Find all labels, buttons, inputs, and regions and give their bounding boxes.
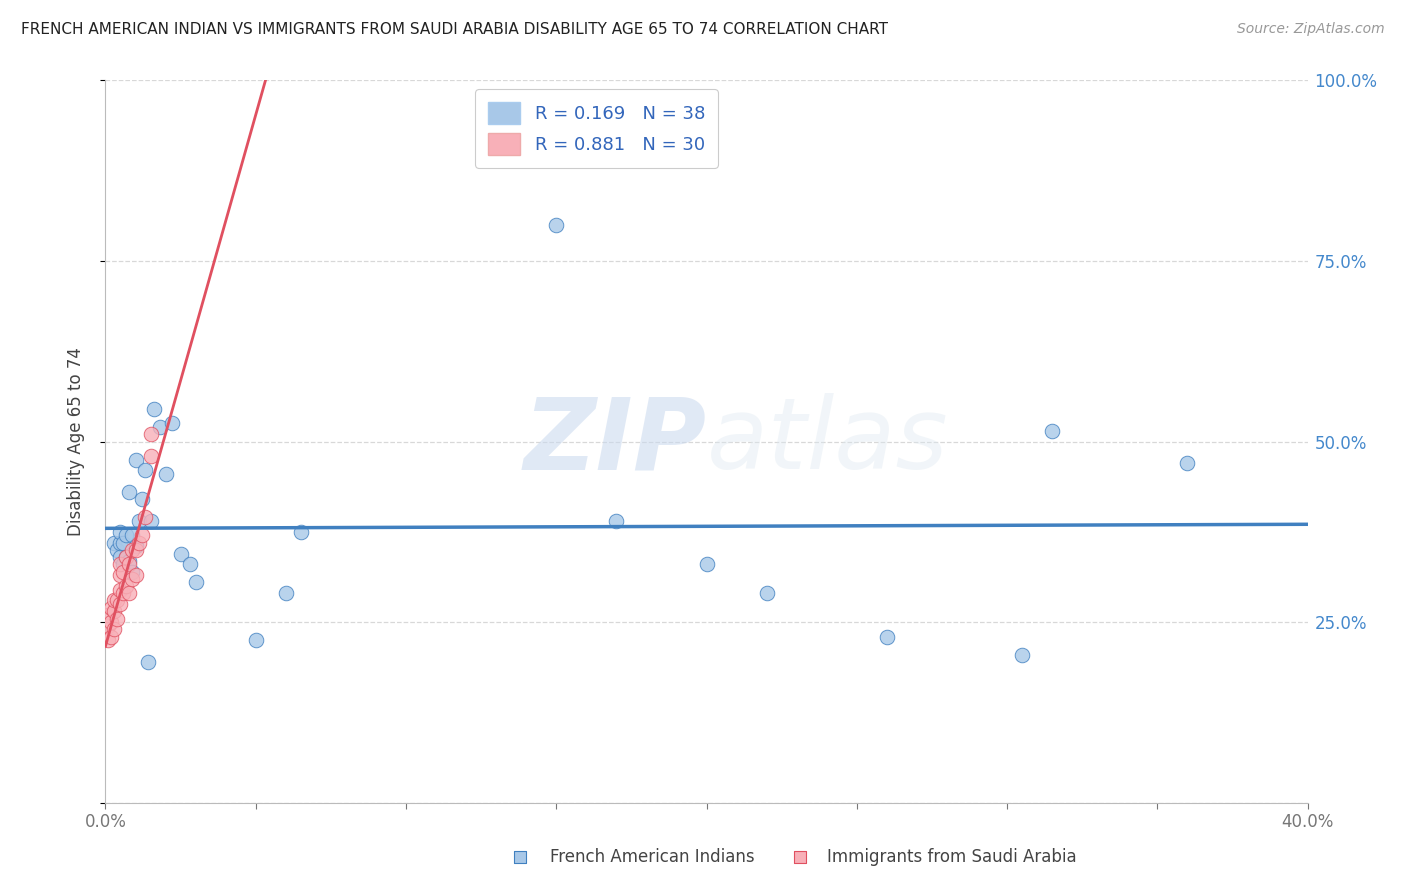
Point <box>1040 424 1063 438</box>
Point <box>160 417 183 431</box>
Text: Immigrants from Saudi Arabia: Immigrants from Saudi Arabia <box>827 848 1077 866</box>
Point <box>179 558 201 572</box>
Y-axis label: Disability Age 65 to 74: Disability Age 65 to 74 <box>66 347 84 536</box>
Point <box>107 542 129 557</box>
Point <box>121 572 143 586</box>
Point <box>110 535 132 549</box>
Point <box>696 558 718 572</box>
Point <box>755 586 778 600</box>
Point <box>139 514 162 528</box>
Point <box>124 452 146 467</box>
Point <box>128 535 150 549</box>
Text: Source: ZipAtlas.com: Source: ZipAtlas.com <box>1237 22 1385 37</box>
Point <box>103 535 125 549</box>
Point <box>103 604 125 618</box>
Point <box>546 218 568 232</box>
Text: French American Indians: French American Indians <box>550 848 755 866</box>
Point <box>97 619 120 633</box>
Text: FRENCH AMERICAN INDIAN VS IMMIGRANTS FROM SAUDI ARABIA DISABILITY AGE 65 TO 74 C: FRENCH AMERICAN INDIAN VS IMMIGRANTS FRO… <box>21 22 889 37</box>
Point <box>134 510 156 524</box>
Point <box>1011 648 1033 662</box>
Point <box>128 514 150 528</box>
Point <box>124 539 146 553</box>
Point <box>112 558 135 572</box>
Point <box>131 492 153 507</box>
Point <box>107 611 129 625</box>
Point <box>121 528 143 542</box>
Point <box>136 655 159 669</box>
Point <box>110 550 132 565</box>
Point <box>118 558 141 572</box>
Point <box>290 524 312 539</box>
Point <box>118 485 141 500</box>
Point <box>148 420 170 434</box>
Point <box>110 582 132 597</box>
Point <box>131 528 153 542</box>
Point <box>97 607 120 622</box>
Point <box>112 586 135 600</box>
Point <box>155 467 177 481</box>
Point <box>139 449 162 463</box>
Point <box>139 427 162 442</box>
Text: ZIP: ZIP <box>523 393 707 490</box>
Point <box>274 586 297 600</box>
Point <box>110 568 132 582</box>
Point <box>112 565 135 579</box>
Text: atlas: atlas <box>707 393 948 490</box>
Point <box>605 514 627 528</box>
Point <box>115 579 138 593</box>
Point <box>100 600 122 615</box>
Point <box>115 528 138 542</box>
Point <box>110 558 132 572</box>
Point <box>121 542 143 557</box>
Point <box>1130 850 1153 864</box>
Point <box>169 547 191 561</box>
Point <box>118 586 141 600</box>
Point <box>876 630 898 644</box>
Legend: R = 0.169   N = 38, R = 0.881   N = 30: R = 0.169 N = 38, R = 0.881 N = 30 <box>475 89 717 168</box>
Point <box>100 615 122 630</box>
Point <box>184 575 207 590</box>
Point <box>245 633 267 648</box>
Point <box>121 565 143 579</box>
Point <box>110 597 132 611</box>
Point <box>115 550 138 565</box>
Point <box>124 542 146 557</box>
Point <box>124 568 146 582</box>
Point <box>103 623 125 637</box>
Point <box>100 630 122 644</box>
Point <box>110 524 132 539</box>
Point <box>118 554 141 568</box>
Point <box>142 402 165 417</box>
Point <box>115 550 138 565</box>
Point <box>103 593 125 607</box>
Point <box>107 593 129 607</box>
Point <box>112 535 135 549</box>
Point <box>134 463 156 477</box>
Point <box>1175 456 1198 470</box>
Point <box>97 633 120 648</box>
